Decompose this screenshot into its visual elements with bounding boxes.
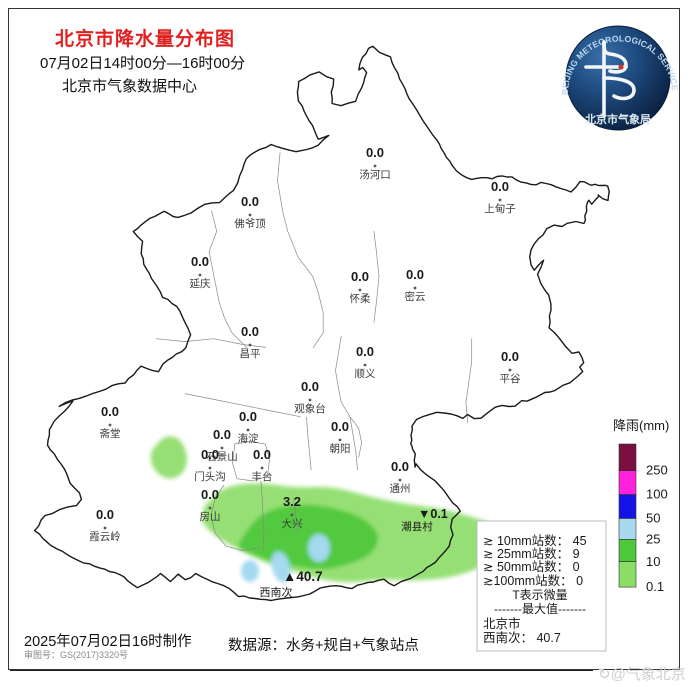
svg-text:怀柔: 怀柔 — [350, 293, 371, 305]
svg-text:0.0: 0.0 — [253, 447, 271, 462]
svg-text:50: 50 — [646, 510, 660, 525]
svg-text:250: 250 — [646, 463, 668, 478]
svg-text:西南次： 40.7: 西南次： 40.7 — [483, 630, 561, 645]
svg-text:0.0: 0.0 — [366, 145, 384, 160]
svg-text:房山: 房山 — [200, 510, 221, 523]
svg-text:≳ 10mm站数： 45: ≳ 10mm站数： 45 — [483, 533, 587, 548]
svg-text:0.0: 0.0 — [501, 349, 519, 364]
svg-text:T表示微量: T表示微量 — [512, 588, 567, 602]
svg-text:海淀: 海淀 — [238, 432, 259, 445]
svg-text:密云: 密云 — [405, 290, 426, 303]
svg-text:0.0: 0.0 — [301, 379, 319, 394]
svg-text:▼0.1: ▼0.1 — [418, 507, 448, 521]
svg-text:0.0: 0.0 — [391, 459, 409, 474]
svg-text:西南次: 西南次 — [260, 585, 293, 599]
svg-text:斋堂: 斋堂 — [100, 427, 121, 440]
svg-text:≳ 50mm站数： 0: ≳ 50mm站数： 0 — [483, 559, 580, 574]
svg-text:0.0: 0.0 — [201, 447, 219, 462]
svg-text:延庆: 延庆 — [190, 277, 211, 290]
svg-text:观象台: 观象台 — [294, 402, 326, 415]
svg-text:0.0: 0.0 — [101, 404, 119, 419]
svg-text:霞云岭: 霞云岭 — [89, 530, 121, 543]
svg-text:昌平: 昌平 — [240, 348, 261, 360]
svg-text:0.0: 0.0 — [351, 269, 369, 284]
svg-text:0.0: 0.0 — [96, 507, 114, 522]
svg-text:0.0: 0.0 — [191, 254, 209, 269]
svg-text:0.0: 0.0 — [331, 419, 349, 434]
svg-text:佛爷顶: 佛爷顶 — [234, 217, 266, 230]
svg-text:0.0: 0.0 — [406, 267, 424, 282]
svg-text:≳100mm站数： 0: ≳100mm站数： 0 — [483, 573, 583, 588]
svg-text:0.1: 0.1 — [646, 579, 664, 594]
svg-text:0.0: 0.0 — [241, 324, 259, 339]
svg-text:上甸子: 上甸子 — [484, 202, 516, 215]
svg-text:0.0: 0.0 — [213, 427, 231, 442]
svg-text:≳ 25mm站数： 9: ≳ 25mm站数： 9 — [483, 546, 580, 561]
svg-text:10: 10 — [646, 554, 660, 569]
svg-text:降雨(mm): 降雨(mm) — [613, 418, 669, 433]
svg-text:北京市: 北京市 — [483, 616, 521, 631]
svg-text:0.0: 0.0 — [356, 344, 374, 359]
svg-text:潮县村: 潮县村 — [401, 520, 433, 533]
svg-text:3.2: 3.2 — [283, 494, 301, 509]
svg-text:平谷: 平谷 — [500, 373, 521, 385]
svg-text:0.0: 0.0 — [201, 487, 219, 502]
svg-text:25: 25 — [646, 532, 660, 547]
svg-text:汤河口: 汤河口 — [359, 168, 391, 181]
svg-text:100: 100 — [646, 486, 668, 501]
svg-text:门头沟: 门头沟 — [194, 470, 226, 483]
svg-text:0.0: 0.0 — [491, 179, 509, 194]
svg-text:顺义: 顺义 — [355, 368, 376, 380]
svg-text:0.0: 0.0 — [239, 409, 257, 424]
svg-text:朝阳: 朝阳 — [330, 443, 351, 455]
svg-text:0.0: 0.0 — [241, 194, 259, 209]
svg-text:通州: 通州 — [390, 483, 411, 495]
svg-text:大兴: 大兴 — [282, 517, 303, 530]
svg-text:▲40.7: ▲40.7 — [283, 569, 323, 584]
svg-text:-------最大值-------: -------最大值------- — [494, 601, 586, 616]
svg-text:丰台: 丰台 — [252, 470, 273, 483]
